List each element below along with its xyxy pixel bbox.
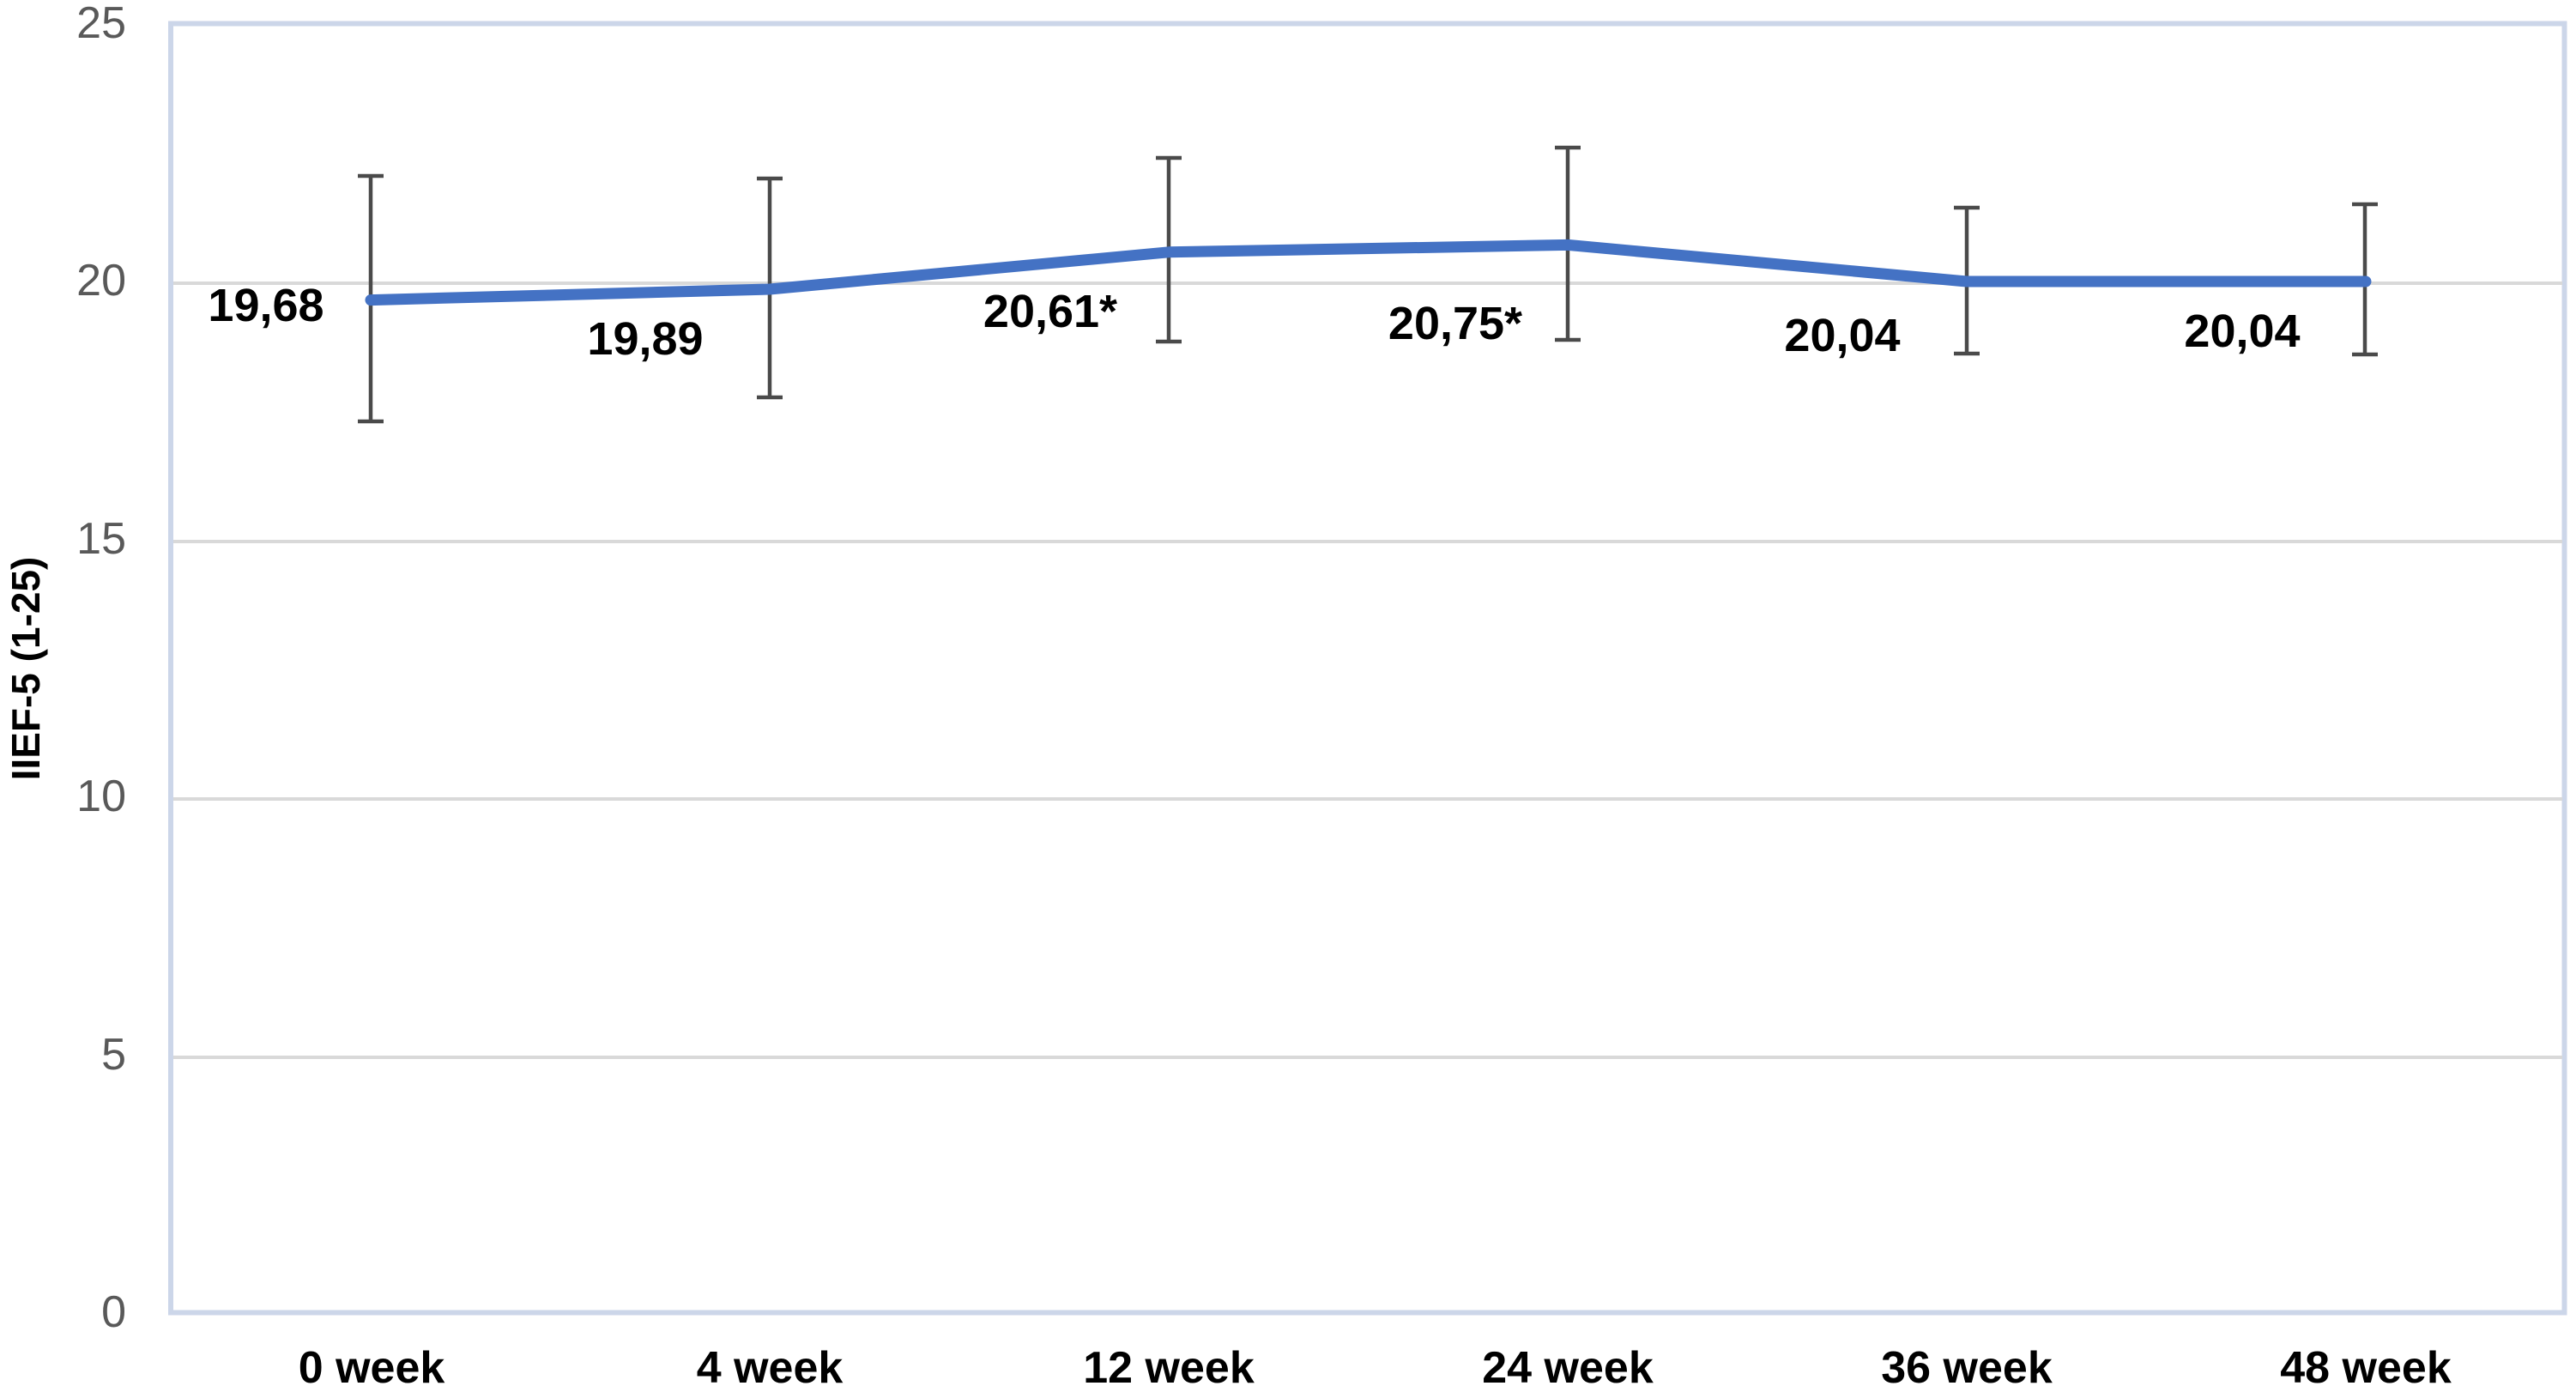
svg-text:10: 10 bbox=[76, 772, 126, 821]
svg-text:20: 20 bbox=[76, 256, 126, 306]
svg-text:20,75*: 20,75* bbox=[1388, 298, 1522, 349]
svg-text:20,04: 20,04 bbox=[1784, 310, 1900, 361]
svg-text:20,61*: 20,61* bbox=[983, 286, 1117, 337]
svg-text:0: 0 bbox=[101, 1287, 126, 1337]
svg-text:36 week: 36 week bbox=[1881, 1343, 2053, 1386]
svg-text:19,89: 19,89 bbox=[587, 313, 703, 365]
svg-text:IIEF-5 (1-25): IIEF-5 (1-25) bbox=[3, 557, 48, 781]
svg-text:24 week: 24 week bbox=[1482, 1343, 1654, 1386]
svg-text:12 week: 12 week bbox=[1083, 1343, 1255, 1386]
svg-text:5: 5 bbox=[101, 1030, 126, 1080]
svg-text:20,04: 20,04 bbox=[2184, 306, 2300, 357]
svg-text:25: 25 bbox=[76, 0, 126, 48]
svg-text:48 week: 48 week bbox=[2280, 1343, 2452, 1386]
svg-text:15: 15 bbox=[76, 514, 126, 564]
svg-text:19,68: 19,68 bbox=[208, 280, 324, 331]
svg-text:0 week: 0 week bbox=[299, 1343, 445, 1386]
svg-text:4 week: 4 week bbox=[697, 1343, 844, 1386]
